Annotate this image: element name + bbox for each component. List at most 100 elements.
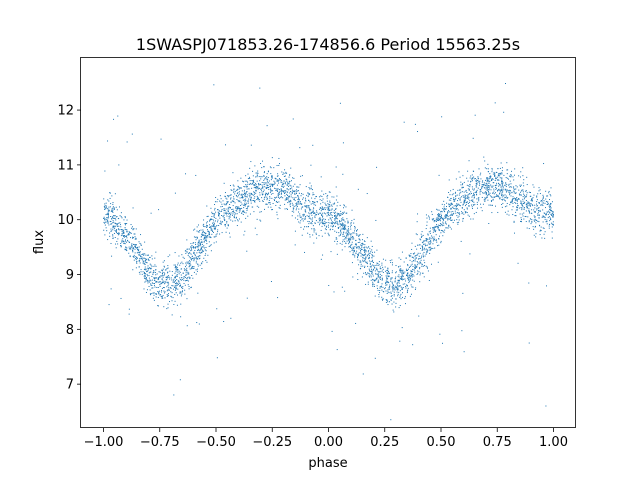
- data-point: [405, 268, 407, 270]
- data-point: [501, 181, 503, 183]
- data-point: [121, 239, 123, 241]
- data-point: [487, 199, 489, 201]
- data-point: [150, 293, 152, 295]
- data-point: [228, 232, 230, 234]
- data-point: [293, 177, 295, 179]
- data-point: [495, 188, 497, 190]
- data-point: [442, 235, 444, 237]
- data-point: [464, 194, 466, 196]
- data-point: [548, 190, 550, 192]
- data-point: [463, 201, 465, 203]
- data-point: [134, 244, 136, 246]
- data-point: [139, 262, 141, 264]
- data-point: [499, 192, 501, 194]
- data-point: [263, 166, 265, 168]
- data-point: [211, 228, 213, 230]
- data-point: [225, 203, 227, 205]
- data-point: [450, 217, 452, 219]
- data-point: [117, 243, 119, 245]
- data-point: [448, 191, 450, 193]
- data-point: [214, 209, 216, 211]
- data-point: [399, 268, 401, 270]
- data-point: [414, 264, 416, 266]
- data-point: [459, 189, 461, 191]
- data-point: [200, 243, 202, 245]
- data-point: [398, 274, 400, 276]
- data-point: [112, 202, 114, 204]
- data-point: [140, 244, 142, 246]
- data-point: [440, 216, 442, 218]
- data-point: [484, 192, 486, 194]
- data-point: [297, 195, 299, 197]
- data-point: [312, 194, 314, 196]
- data-point: [380, 286, 382, 288]
- data-point: [230, 198, 232, 200]
- data-point: [350, 222, 352, 224]
- data-point: [108, 200, 110, 202]
- data-point: [351, 250, 353, 252]
- data-point: [192, 252, 194, 254]
- data-point: [240, 187, 242, 189]
- data-point: [420, 239, 422, 241]
- data-point: [154, 257, 156, 259]
- data-point: [226, 212, 228, 214]
- data-point: [493, 171, 495, 173]
- data-point: [447, 197, 449, 198]
- data-point: [444, 215, 446, 217]
- data-point: [201, 251, 203, 253]
- data-point: [529, 205, 531, 207]
- data-point: [163, 275, 165, 277]
- data-point: [425, 248, 427, 250]
- data-point: [447, 214, 449, 216]
- data-point: [440, 232, 442, 234]
- data-point: [438, 216, 440, 218]
- data-point: [368, 275, 370, 277]
- data-point: [551, 214, 553, 216]
- data-point: [333, 196, 335, 198]
- data-point: [294, 193, 295, 195]
- data-point: [191, 267, 193, 269]
- data-point: [415, 257, 417, 259]
- data-point: [537, 209, 539, 211]
- data-point: [354, 230, 355, 232]
- data-point: [251, 180, 253, 182]
- data-point: [286, 191, 288, 193]
- data-point: [300, 216, 302, 218]
- data-point: [363, 240, 365, 242]
- data-point: [148, 277, 150, 279]
- data-point: [404, 303, 406, 305]
- data-point: [125, 248, 127, 250]
- data-point: [238, 194, 240, 196]
- data-point: [527, 205, 529, 207]
- data-point: [436, 217, 438, 219]
- data-point: [398, 279, 400, 281]
- data-point: [176, 304, 178, 306]
- data-point: [525, 205, 527, 207]
- data-point: [149, 293, 151, 295]
- data-point: [256, 174, 258, 176]
- data-point: [445, 216, 447, 218]
- data-point: [520, 194, 522, 196]
- data-point: [416, 266, 418, 268]
- data-point: [499, 177, 501, 179]
- data-point: [246, 250, 248, 252]
- data-point: [129, 247, 131, 249]
- data-point: [205, 246, 207, 248]
- data-point: [221, 203, 223, 205]
- data-point: [135, 228, 137, 230]
- data-point: [551, 210, 553, 212]
- data-point: [199, 257, 201, 259]
- data-point: [321, 199, 323, 201]
- data-point: [459, 199, 461, 201]
- data-point: [321, 235, 323, 237]
- data-point: [161, 269, 163, 271]
- data-point: [183, 279, 185, 281]
- data-point: [428, 231, 430, 233]
- data-point: [429, 249, 431, 251]
- data-point: [401, 279, 403, 281]
- data-point: [354, 225, 356, 227]
- data-point: [414, 265, 416, 267]
- data-point: [242, 180, 244, 182]
- data-point: [476, 194, 478, 196]
- data-point: [302, 198, 304, 200]
